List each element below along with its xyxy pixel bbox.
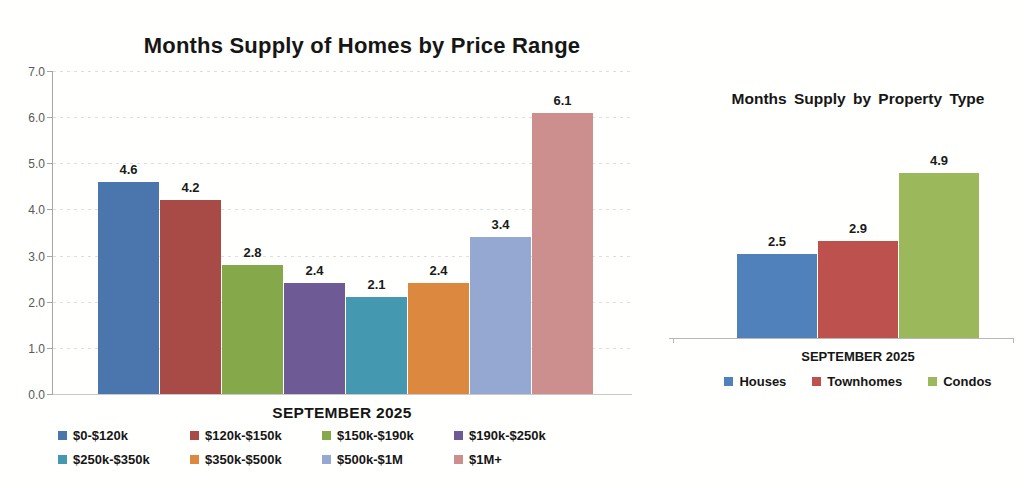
bar-value-$190k-$250k: 2.4 (284, 263, 345, 278)
bar-$120k-$150k (160, 200, 221, 394)
y-axis-label-6.0: 6.0 (7, 111, 45, 125)
bar-$1M+ (532, 113, 593, 394)
legend-swatch-$120k-$150k (190, 431, 199, 440)
y-axis-label-7.0: 7.0 (7, 65, 45, 79)
legend-swatch-$350k-$500k (190, 455, 199, 464)
bar-value-Houses: 2.5 (737, 234, 817, 249)
axis-end-tick-left (673, 338, 674, 343)
legend-item-Houses: Houses (724, 374, 786, 389)
legend-swatch-$190k-$250k (454, 431, 463, 440)
y-axis-label-3.0: 3.0 (7, 250, 45, 264)
y-axis-label-0.0: 0.0 (7, 388, 45, 402)
bar-value-$350k-$500k: 2.4 (408, 263, 469, 278)
legend-swatch-$500k-$1M (322, 455, 331, 464)
legend-label-Condos: Condos (943, 374, 991, 389)
bar-$0-$120k (98, 182, 159, 394)
y-tick-3.0 (47, 256, 53, 257)
legend-swatch-$1M+ (454, 455, 463, 464)
y-tick-7.0 (47, 71, 53, 72)
legend-label-$250k-$350k: $250k-$350k (73, 452, 150, 467)
y-tick-5.0 (47, 163, 53, 164)
legend-item-$150k-$190k: $150k-$190k (322, 428, 454, 443)
legend-item-$500k-$1M: $500k-$1M (322, 452, 454, 467)
y-tick-1.0 (47, 348, 53, 349)
legend-swatch-$0-$120k (58, 431, 67, 440)
property-type-chart-title: Months Supply by Property Type (686, 90, 1024, 108)
property-type-x-axis-label: SEPTEMBER 2025 (686, 349, 1024, 364)
y-tick-0.0 (47, 394, 53, 395)
bar-$500k-$1M (470, 237, 531, 394)
legend-label-$500k-$1M: $500k-$1M (337, 452, 403, 467)
legend-item-$1M+: $1M+ (454, 452, 588, 467)
y-tick-2.0 (47, 302, 53, 303)
legend-label-Townhomes: Townhomes (827, 374, 902, 389)
bar-Townhomes (818, 241, 898, 338)
bar-value-$0-$120k: 4.6 (98, 162, 159, 177)
legend-item-Townhomes: Townhomes (812, 374, 902, 389)
bar-$250k-$350k (346, 297, 407, 394)
price-range-chart: Months Supply of Homes by Price Range 0.… (0, 0, 660, 492)
price-range-legend: $0-$120k $120k-$150k $150k-$190k $190k-$250… (58, 428, 588, 467)
legend-item-$0-$120k: $0-$120k (58, 428, 190, 443)
gridline-7.0 (53, 71, 632, 72)
bar-value-$120k-$150k: 4.2 (160, 180, 221, 195)
legend-swatch-Houses (724, 377, 733, 386)
bar-$150k-$190k (222, 265, 283, 394)
legend-item-$190k-$250k: $190k-$250k (454, 428, 588, 443)
legend-label-Houses: Houses (739, 374, 786, 389)
bar-value-Condos: 4.9 (899, 153, 979, 168)
legend-item-$120k-$150k: $120k-$150k (190, 428, 322, 443)
legend-label-$0-$120k: $0-$120k (73, 428, 128, 443)
price-range-chart-title: Months Supply of Homes by Price Range (62, 33, 662, 59)
bar-value-$250k-$350k: 2.1 (346, 277, 407, 292)
legend-label-$190k-$250k: $190k-$250k (469, 428, 546, 443)
property-type-legend: Houses Townhomes Condos (686, 374, 1024, 389)
bar-value-Townhomes: 2.9 (818, 221, 898, 236)
legend-swatch-Condos (928, 377, 937, 386)
legend-label-$120k-$150k: $120k-$150k (205, 428, 282, 443)
legend-swatch-$250k-$350k (58, 455, 67, 464)
bar-Houses (737, 254, 817, 338)
property-type-plot-area: 2.52.9 4.9 (669, 139, 1014, 339)
y-axis-label-5.0: 5.0 (7, 157, 45, 171)
bar-$350k-$500k (408, 283, 469, 394)
legend-item-$250k-$350k: $250k-$350k (58, 452, 190, 467)
legend-label-$150k-$190k: $150k-$190k (337, 428, 414, 443)
y-tick-6.0 (47, 117, 53, 118)
y-tick-4.0 (47, 209, 53, 210)
legend-label-$350k-$500k: $350k-$500k (205, 452, 282, 467)
y-axis-label-2.0: 2.0 (7, 296, 45, 310)
legend-label-$1M+: $1M+ (469, 452, 502, 467)
y-axis-label-4.0: 4.0 (7, 203, 45, 217)
bar-value-$1M+: 6.1 (532, 93, 593, 108)
bar-$190k-$250k (284, 283, 345, 394)
bar-Condos (899, 173, 979, 338)
y-axis-label-1.0: 1.0 (7, 342, 45, 356)
bar-value-$150k-$190k: 2.8 (222, 245, 283, 260)
price-range-plot-area: 0.01.02.03.04.05.06.07.04.64.22.82.42.12… (52, 72, 632, 395)
axis-end-tick-right (1013, 338, 1014, 343)
months-supply-dashboard: Months Supply of Homes by Price Range 0.… (0, 0, 1024, 492)
property-type-chart: Months Supply by Property Type 2.52.9 4.9… (660, 0, 1024, 492)
bar-value-$500k-$1M: 3.4 (470, 217, 531, 232)
price-range-x-axis-label: SEPTEMBER 2025 (52, 404, 632, 422)
legend-swatch-$150k-$190k (322, 431, 331, 440)
legend-item-$350k-$500k: $350k-$500k (190, 452, 322, 467)
legend-item-Condos: Condos (928, 374, 991, 389)
legend-swatch-Townhomes (812, 377, 821, 386)
